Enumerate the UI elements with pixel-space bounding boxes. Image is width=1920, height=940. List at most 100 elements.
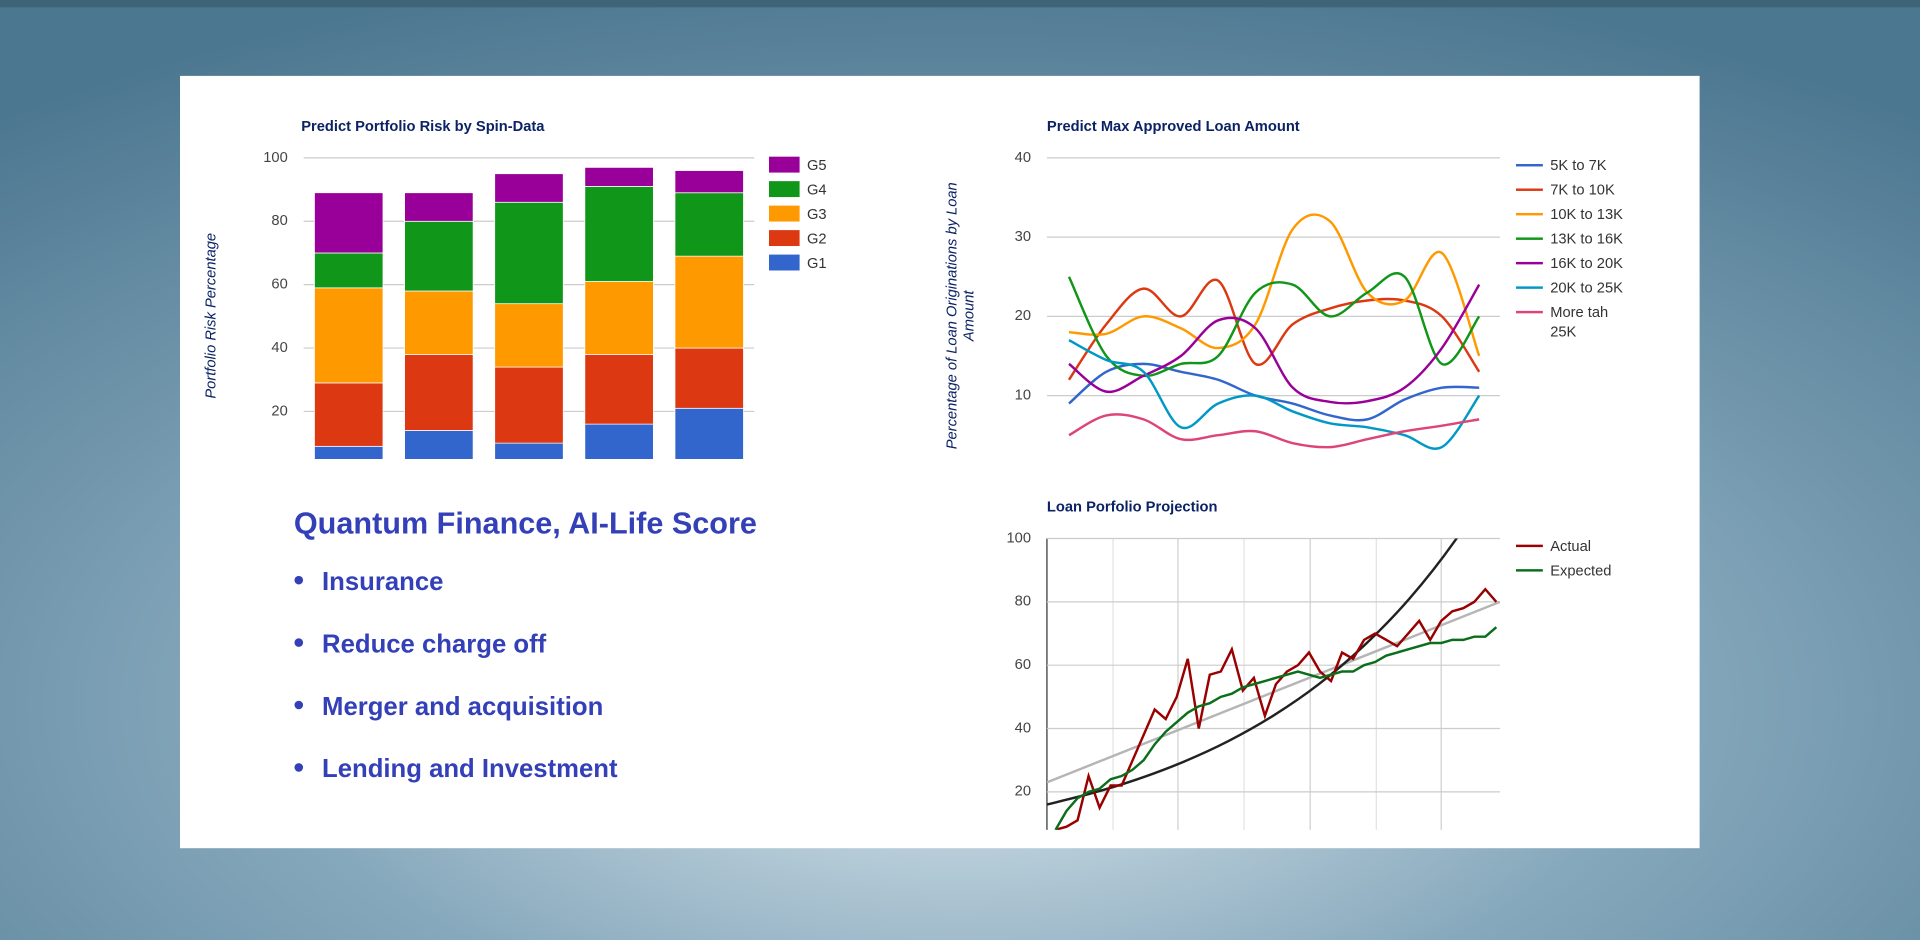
bar-segment: [314, 382, 384, 447]
legend-swatch: [768, 181, 800, 198]
legend-swatch: [768, 254, 800, 271]
projection-grid: [1112, 538, 1442, 830]
series-line: [1068, 284, 1481, 405]
bar-segment: [494, 303, 564, 368]
legend-item: 10K to 13K: [1515, 204, 1651, 224]
bar-segment: [404, 290, 474, 355]
bullet-dot: [294, 763, 304, 772]
bar-segment: [404, 192, 474, 222]
legend-swatch: [1515, 237, 1543, 240]
legend-label: 5K to 7K: [1550, 156, 1607, 174]
bar-segment: [584, 423, 654, 459]
bar-segment: [494, 366, 564, 444]
plot: [1067, 213, 1481, 450]
bar-segment: [674, 347, 744, 409]
series-line: [1067, 278, 1481, 381]
y-tick-label: 20: [271, 403, 287, 419]
y-axis-label: Percentage of Loan Originations by Loan …: [942, 182, 978, 450]
y-axis-label-box: Portfolio Risk Percentage: [202, 232, 220, 399]
y-tick-label: 20: [1015, 784, 1031, 800]
legend-item: 20K to 25K: [1515, 278, 1651, 298]
bullet-dot: [294, 575, 304, 585]
trendline: [1046, 538, 1458, 806]
bar-segment: [584, 354, 654, 425]
legend: 5K to 7K 7K to 10K 10K to 13K 13K to 16K 16K…: [1515, 155, 1651, 346]
legend-box: Actual Expected: [1515, 536, 1651, 585]
series-line: [1068, 213, 1481, 357]
series-line: [1067, 272, 1481, 378]
legend-item: G1: [768, 253, 904, 273]
legend-label: 10K to 13K: [1550, 205, 1623, 223]
chart-title: Predict Portfolio Risk by Spin-Data: [301, 119, 545, 135]
series-line: [1068, 339, 1481, 450]
bar-segment: [584, 281, 654, 355]
plot: [314, 167, 744, 459]
legend-label: Expected: [1550, 561, 1612, 579]
y-tick-label: 80: [1015, 594, 1031, 610]
legend-swatch: [768, 205, 800, 222]
y-tick-label: 60: [271, 277, 287, 293]
legend-label: 7K to 10K: [1550, 181, 1615, 199]
legend: G5 G4 G3 G2 G1: [768, 155, 904, 277]
series-line: [1068, 413, 1480, 449]
chart-title: Predict Max Approved Loan Amount: [1047, 119, 1300, 135]
legend-item: G4: [768, 180, 904, 200]
plot: [1046, 538, 1500, 830]
legend-swatch: [1515, 164, 1543, 167]
legend-swatch: [768, 230, 800, 247]
heading: Quantum Finance, AI-Life Score: [294, 507, 757, 541]
legend-label: 20K to 25K: [1550, 279, 1623, 297]
bar-segment: [404, 220, 474, 292]
bar-segment: [674, 170, 744, 194]
bar-segment: [314, 252, 384, 289]
y-tick-label: 30: [1015, 229, 1031, 245]
legend-swatch: [1515, 212, 1543, 216]
legend-swatch: [1515, 544, 1543, 548]
legend-swatch: [1515, 188, 1543, 191]
legend-label: G1: [806, 254, 827, 272]
series-line: [1068, 362, 1480, 422]
legend-item: G2: [768, 229, 904, 249]
bullet-text: Merger and acquisition: [322, 693, 603, 721]
y-tick-label: 80: [271, 213, 287, 229]
legend-swatch: [1515, 310, 1543, 314]
bar-segment: [314, 287, 384, 384]
y-tick-label: 100: [1006, 530, 1031, 546]
bar-segment: [494, 201, 564, 305]
legend-swatch: [1515, 569, 1543, 572]
bar-segment: [584, 167, 654, 187]
legend-swatch: [1515, 286, 1543, 289]
bullet-dot: [294, 700, 304, 710]
legend-item: Expected: [1515, 561, 1651, 581]
legend-label: More tah 25K: [1550, 303, 1609, 341]
legend-label: G4: [806, 181, 827, 199]
bullet-text: Lending and Investment: [322, 755, 618, 783]
legend-label: 13K to 16K: [1550, 230, 1623, 248]
bullet-dot: [294, 638, 304, 647]
series-line: [1054, 626, 1498, 830]
y-tick-label: 20: [1015, 308, 1031, 324]
bar-segment: [674, 192, 744, 257]
bar-segment: [404, 354, 474, 431]
legend-item: 13K to 16K: [1515, 229, 1651, 249]
bar-segment: [314, 192, 384, 254]
legend-item: G5: [768, 155, 904, 175]
legend-label: 16K to 20K: [1550, 254, 1623, 272]
y-axis-label-box: Percentage of Loan Originations by Loan …: [942, 182, 978, 450]
y-tick-label: 60: [1015, 657, 1031, 673]
panel: [180, 75, 1700, 849]
legend-label: G2: [806, 230, 827, 248]
legend-swatch: [1515, 261, 1543, 265]
legend: Actual Expected: [1515, 536, 1651, 585]
legend-item: 7K to 10K: [1515, 180, 1651, 200]
top-band: [0, 0, 1920, 8]
legend-label: Actual: [1550, 537, 1592, 555]
legend-item: 5K to 7K: [1515, 155, 1651, 175]
legend-box: G5 G4 G3 G2 G1: [768, 155, 904, 277]
bullet-text: Reduce charge off: [322, 630, 547, 658]
y-axis-label: Portfolio Risk Percentage: [202, 232, 220, 399]
legend-box: 5K to 7K 7K to 10K 10K to 13K 13K to 16K 16K…: [1515, 155, 1651, 346]
bar-segment: [404, 430, 474, 459]
